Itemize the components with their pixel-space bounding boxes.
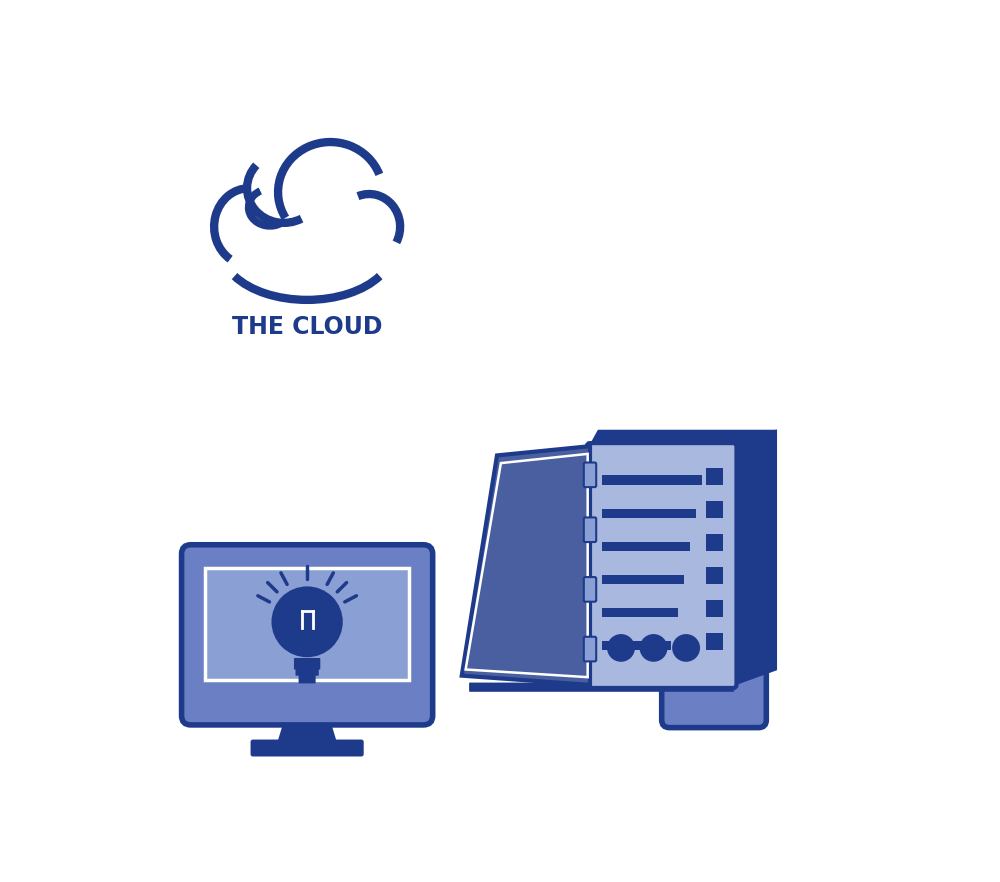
FancyBboxPatch shape (602, 641, 671, 650)
FancyBboxPatch shape (706, 600, 723, 617)
FancyBboxPatch shape (706, 633, 723, 650)
FancyBboxPatch shape (205, 568, 409, 680)
FancyBboxPatch shape (296, 667, 319, 676)
Circle shape (640, 634, 668, 662)
Polygon shape (733, 430, 776, 685)
Circle shape (607, 634, 635, 662)
FancyBboxPatch shape (706, 534, 723, 551)
FancyBboxPatch shape (584, 637, 596, 662)
Circle shape (672, 634, 700, 662)
FancyBboxPatch shape (194, 691, 420, 714)
FancyBboxPatch shape (662, 562, 766, 728)
FancyBboxPatch shape (698, 589, 730, 598)
Polygon shape (462, 446, 590, 685)
FancyBboxPatch shape (602, 542, 690, 551)
Circle shape (733, 589, 743, 598)
FancyBboxPatch shape (602, 608, 678, 617)
FancyBboxPatch shape (706, 501, 723, 518)
FancyBboxPatch shape (294, 658, 320, 669)
FancyBboxPatch shape (469, 683, 734, 691)
FancyBboxPatch shape (706, 467, 723, 485)
FancyBboxPatch shape (182, 545, 433, 725)
FancyBboxPatch shape (251, 739, 364, 757)
Text: THE CLOUD: THE CLOUD (232, 315, 382, 340)
FancyBboxPatch shape (602, 509, 696, 518)
FancyBboxPatch shape (299, 675, 316, 684)
FancyBboxPatch shape (706, 567, 723, 584)
FancyBboxPatch shape (587, 443, 736, 688)
FancyBboxPatch shape (602, 475, 702, 485)
Polygon shape (276, 715, 338, 746)
Polygon shape (590, 430, 776, 446)
FancyBboxPatch shape (602, 575, 684, 584)
FancyBboxPatch shape (584, 518, 596, 542)
FancyBboxPatch shape (584, 577, 596, 602)
Circle shape (271, 587, 343, 657)
FancyBboxPatch shape (584, 462, 596, 487)
